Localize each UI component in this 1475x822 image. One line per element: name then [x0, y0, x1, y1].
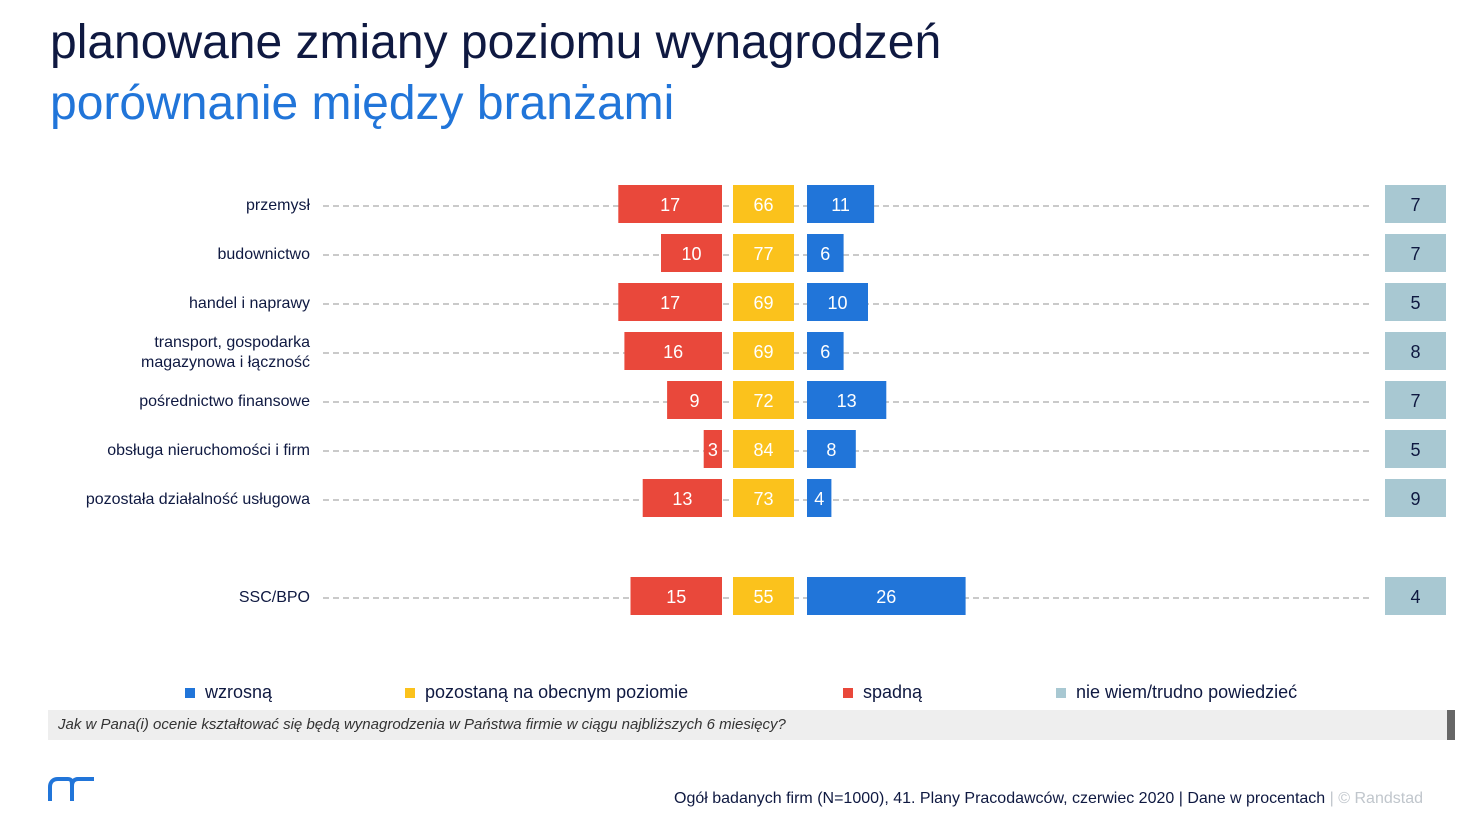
- legend-swatch-nie-wiem: [1056, 687, 1066, 698]
- bar-label-wzrosna: 4: [814, 489, 824, 509]
- bar-wzrosna: [807, 332, 844, 370]
- bar-label-pozostana: 84: [753, 440, 773, 460]
- bar-label-spadna: 10: [681, 244, 701, 264]
- legend-label-nie-wiem: nie wiem/trudno powiedzieć: [1076, 682, 1298, 702]
- bar-label-pozostana: 55: [753, 587, 773, 607]
- bar-label-pozostana: 69: [753, 293, 773, 313]
- bar-label-spadna: 16: [663, 342, 683, 362]
- bar-label-wzrosna: 26: [876, 587, 896, 607]
- bar-pozostana: [733, 283, 794, 321]
- legend-label-pozostana: pozostaną na obecnym poziomie: [425, 682, 689, 702]
- bar-label-nie-wiem: 5: [1410, 293, 1420, 313]
- bar-wzrosna: [807, 430, 856, 468]
- bar-label-pozostana: 66: [753, 195, 773, 215]
- question-bar: Jak w Pana(i) ocenie kształtować się będ…: [48, 710, 1455, 740]
- bar-wzrosna: [807, 283, 868, 321]
- survey-question: Jak w Pana(i) ocenie kształtować się będ…: [58, 716, 786, 733]
- bar-label-wzrosna: 10: [827, 293, 847, 313]
- bar-spadna: [630, 577, 722, 615]
- category-label: magazynowa i łączność: [141, 354, 310, 371]
- bar-pozostana: [733, 234, 794, 272]
- footer-separator: |: [1329, 790, 1334, 807]
- bar-nie-wiem: [1385, 185, 1446, 223]
- bar-pozostana: [733, 577, 794, 615]
- footer: Ogół badanych firm (N=1000), 41. Plany P…: [674, 790, 1423, 808]
- chart-legend: wzrosną pozostaną na obecnym poziomie sp…: [0, 682, 1475, 706]
- bar-label-spadna: 9: [690, 391, 700, 411]
- bar-label-nie-wiem: 7: [1410, 195, 1420, 215]
- bar-nie-wiem: [1385, 332, 1446, 370]
- category-label: transport, gospodarka: [154, 334, 310, 351]
- legend-label-spadna: spadną: [863, 682, 923, 702]
- bar-label-pozostana: 72: [753, 391, 773, 411]
- bar-label-pozostana: 73: [753, 489, 773, 509]
- bar-wzrosna: [807, 479, 832, 517]
- bar-label-nie-wiem: 7: [1410, 391, 1420, 411]
- page-subtitle: porównanie między branżami: [50, 77, 675, 130]
- bar-spadna: [618, 283, 722, 321]
- bar-label-wzrosna: 8: [826, 440, 836, 460]
- footer-source: Ogół badanych firm (N=1000), 41. Plany P…: [674, 790, 1175, 807]
- legend-item-wzrosna: wzrosną: [185, 682, 272, 703]
- bar-nie-wiem: [1385, 283, 1446, 321]
- bar-label-wzrosna: 13: [837, 391, 857, 411]
- question-bar-marker: [1447, 710, 1455, 740]
- bar-label-nie-wiem: 5: [1410, 440, 1420, 460]
- bar-label-wzrosna: 6: [820, 342, 830, 362]
- category-label: przemysł: [246, 197, 310, 214]
- bar-label-spadna: 15: [666, 587, 686, 607]
- bar-label-spadna: 17: [660, 293, 680, 313]
- legend-item-spadna: spadną: [843, 682, 922, 703]
- bar-label-nie-wiem: 7: [1410, 244, 1420, 264]
- bar-nie-wiem: [1385, 381, 1446, 419]
- bar-pozostana: [733, 430, 794, 468]
- bar-spadna: [642, 479, 722, 517]
- bar-wzrosna: [807, 381, 887, 419]
- bar-pozostana: [733, 479, 794, 517]
- bar-wzrosna: [807, 234, 844, 272]
- bar-label-wzrosna: 11: [831, 195, 850, 215]
- bar-label-spadna: 13: [672, 489, 692, 509]
- bar-pozostana: [733, 332, 794, 370]
- category-label: budownictwo: [218, 246, 311, 263]
- bar-label-spadna: 17: [660, 195, 680, 215]
- legend-item-pozostana: pozostaną na obecnym poziomie: [405, 682, 688, 703]
- bar-nie-wiem: [1385, 234, 1446, 272]
- bar-label-nie-wiem: 4: [1410, 587, 1420, 607]
- category-label: obsługa nieruchomości i firm: [107, 442, 310, 459]
- footer-units: | Dane w procentach: [1178, 790, 1326, 807]
- bar-pozostana: [733, 185, 794, 223]
- bar-wzrosna: [807, 577, 966, 615]
- bar-spadna: [618, 185, 722, 223]
- bar-label-nie-wiem: 9: [1410, 489, 1420, 509]
- bar-nie-wiem: [1385, 577, 1446, 615]
- category-label: handel i naprawy: [189, 295, 310, 312]
- bar-label-nie-wiem: 8: [1410, 342, 1420, 362]
- page-title: planowane zmiany poziomu wynagrodzeń: [50, 16, 942, 69]
- bar-spadna: [624, 332, 722, 370]
- footer-copyright: © Randstad: [1338, 790, 1423, 807]
- bar-label-spadna: 3: [708, 440, 718, 460]
- bar-pozostana: [733, 381, 794, 419]
- bar-nie-wiem: [1385, 430, 1446, 468]
- category-label: pośrednictwo finansowe: [139, 393, 310, 410]
- bar-spadna: [661, 234, 722, 272]
- legend-swatch-pozostana: [405, 687, 415, 698]
- category-label: SSC/BPO: [239, 589, 310, 606]
- randstad-logo-icon: [48, 777, 94, 801]
- legend-swatch-wzrosna: [185, 687, 195, 698]
- bar-wzrosna: [807, 185, 875, 223]
- bar-label-pozostana: 77: [753, 244, 773, 264]
- bar-spadna: [667, 381, 722, 419]
- bar-label-pozostana: 69: [753, 342, 773, 362]
- legend-item-nie-wiem: nie wiem/trudno powiedzieć: [1056, 682, 1297, 703]
- legend-label-wzrosna: wzrosną: [205, 682, 273, 702]
- bar-spadna: [703, 430, 722, 468]
- legend-swatch-spadna: [843, 687, 853, 698]
- category-label: pozostała działalność usługowa: [86, 491, 310, 508]
- bar-nie-wiem: [1385, 479, 1446, 517]
- bar-label-wzrosna: 6: [820, 244, 830, 264]
- wage-change-chart: przemysł 17 66 11 7 budownictwo 10 77 6 7 handel i…: [86, 185, 1446, 615]
